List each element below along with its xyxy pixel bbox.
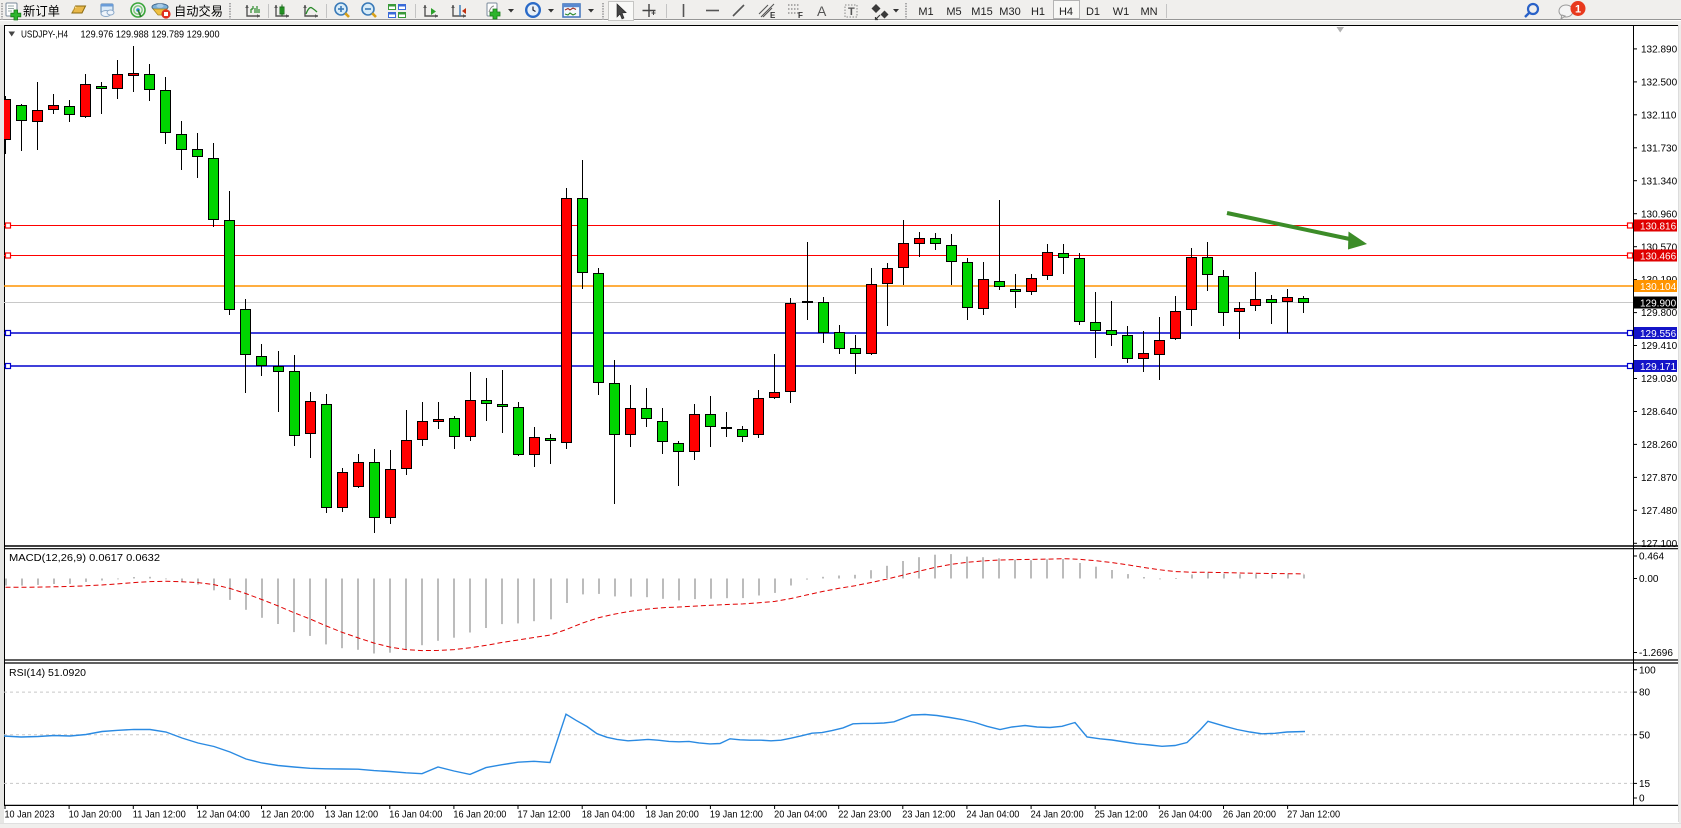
svg-text:24 Jan 20:00: 24 Jan 20:00: [1031, 809, 1084, 821]
svg-text:127.480: 127.480: [1641, 506, 1678, 517]
svg-text:D1: D1: [1086, 6, 1100, 18]
svg-text:24 Jan 04:00: 24 Jan 04:00: [966, 809, 1019, 821]
svg-text:129.556: 129.556: [1640, 329, 1677, 340]
svg-text:22 Jan 23:00: 22 Jan 23:00: [838, 809, 891, 821]
svg-text:130.104: 130.104: [1640, 282, 1677, 293]
svg-text:23 Jan 12:00: 23 Jan 12:00: [902, 809, 955, 821]
svg-text:自动交易: 自动交易: [174, 4, 223, 19]
svg-text:M5: M5: [946, 6, 961, 18]
svg-text:16 Jan 04:00: 16 Jan 04:00: [389, 809, 442, 821]
svg-text:130.816: 130.816: [1640, 221, 1677, 232]
svg-text:17 Jan 12:00: 17 Jan 12:00: [518, 809, 571, 821]
svg-text:12 Jan 20:00: 12 Jan 20:00: [261, 809, 314, 821]
svg-text:130.570: 130.570: [1641, 242, 1678, 253]
svg-text:H4: H4: [1059, 6, 1073, 18]
svg-text:A: A: [817, 3, 827, 19]
svg-text:13 Jan 12:00: 13 Jan 12:00: [325, 809, 378, 821]
svg-text:18 Jan 04:00: 18 Jan 04:00: [582, 809, 635, 821]
svg-text:132.110: 132.110: [1641, 110, 1677, 121]
svg-text:132.890: 132.890: [1641, 45, 1678, 56]
svg-text:MACD(12,26,9) 0.0617 0.0632: MACD(12,26,9) 0.0617 0.0632: [9, 552, 160, 564]
svg-text:RSI(14) 51.0920: RSI(14) 51.0920: [9, 667, 86, 679]
svg-text:50: 50: [1639, 730, 1651, 741]
svg-text:M1: M1: [918, 6, 933, 18]
svg-text:T: T: [848, 6, 855, 18]
svg-text:M15: M15: [971, 6, 992, 18]
svg-text:131.340: 131.340: [1641, 176, 1678, 187]
svg-text:127.100: 127.100: [1641, 539, 1678, 550]
svg-text:130.466: 130.466: [1640, 251, 1677, 262]
svg-text:19 Jan 12:00: 19 Jan 12:00: [710, 809, 763, 821]
svg-text:132.500: 132.500: [1641, 78, 1678, 89]
svg-text:16 Jan 20:00: 16 Jan 20:00: [453, 809, 506, 821]
svg-text:26 Jan 20:00: 26 Jan 20:00: [1223, 809, 1276, 821]
svg-text:MN: MN: [1140, 6, 1157, 18]
svg-text:129.410: 129.410: [1641, 341, 1678, 352]
svg-text:129.030: 129.030: [1641, 374, 1678, 385]
svg-text:80: 80: [1639, 688, 1651, 699]
svg-text:1: 1: [1575, 4, 1581, 16]
svg-text:W1: W1: [1113, 6, 1130, 18]
svg-text:129.800: 129.800: [1641, 308, 1678, 319]
svg-text:26 Jan 04:00: 26 Jan 04:00: [1159, 809, 1212, 821]
svg-text:0: 0: [1639, 794, 1645, 805]
svg-text:127.870: 127.870: [1641, 473, 1678, 484]
svg-text:25 Jan 12:00: 25 Jan 12:00: [1095, 809, 1148, 821]
svg-text:新订单: 新订单: [23, 4, 60, 19]
svg-text:11 Jan 12:00: 11 Jan 12:00: [133, 809, 186, 821]
svg-text:H1: H1: [1031, 6, 1045, 18]
svg-text:M30: M30: [999, 6, 1020, 18]
svg-text:F: F: [798, 11, 803, 20]
svg-text:27 Jan 12:00: 27 Jan 12:00: [1287, 809, 1340, 821]
svg-text:20 Jan 04:00: 20 Jan 04:00: [774, 809, 827, 821]
svg-text:10 Jan 20:00: 10 Jan 20:00: [69, 809, 122, 821]
svg-text:USDJPY-,H4: USDJPY-,H4: [21, 29, 68, 41]
svg-text:-1.2696: -1.2696: [1639, 648, 1673, 659]
svg-text:10 Jan 2023: 10 Jan 2023: [5, 809, 55, 821]
svg-text:0.464: 0.464: [1639, 552, 1664, 563]
svg-text:0.00: 0.00: [1639, 574, 1659, 585]
svg-text:131.730: 131.730: [1641, 143, 1678, 154]
svg-text:129.976 129.988 129.789 129.90: 129.976 129.988 129.789 129.900: [81, 29, 220, 41]
svg-text:15: 15: [1639, 779, 1651, 790]
svg-text:E: E: [770, 11, 776, 20]
svg-text:100: 100: [1639, 665, 1656, 676]
svg-text:18 Jan 20:00: 18 Jan 20:00: [646, 809, 699, 821]
svg-text:128.640: 128.640: [1641, 407, 1678, 418]
svg-text:128.260: 128.260: [1641, 440, 1678, 451]
svg-text:12 Jan 04:00: 12 Jan 04:00: [197, 809, 250, 821]
svg-text:129.171: 129.171: [1640, 362, 1677, 373]
svg-text:129.900: 129.900: [1640, 298, 1677, 309]
svg-text:130.960: 130.960: [1641, 209, 1678, 220]
